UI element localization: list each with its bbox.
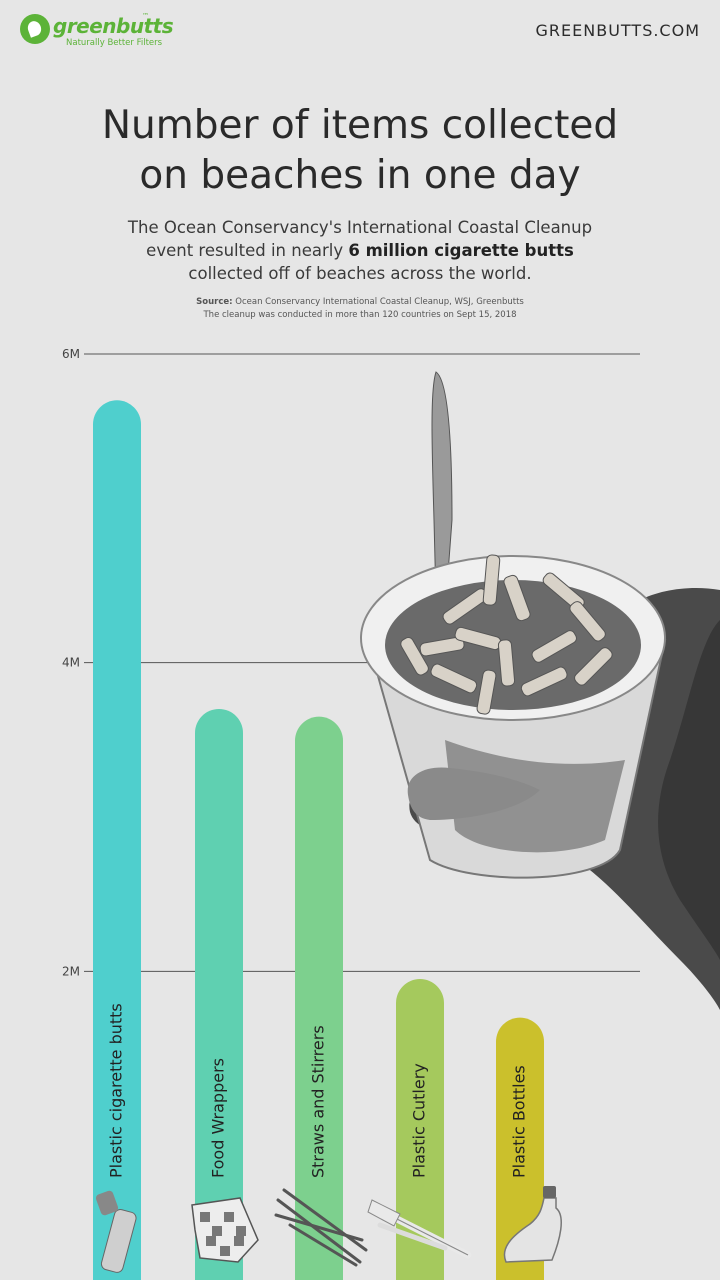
category-label: Plastic Bottles — [510, 1065, 529, 1178]
bar — [195, 708, 243, 1280]
site-link[interactable]: GREENBUTTS.COM — [535, 21, 700, 40]
hand-shading — [658, 620, 720, 960]
y-tick-label: 6M — [62, 347, 80, 361]
brand-tagline: Naturally Better Filters — [66, 38, 163, 48]
brand-logo[interactable]: greenbutts ™ Naturally Better Filters — [20, 12, 174, 50]
y-tick-label: 2M — [62, 964, 80, 978]
bar — [396, 979, 444, 1280]
chart-title: Number of items collected on beaches in … — [0, 101, 720, 201]
cup-print — [445, 740, 625, 853]
grid-layer: 2M 4M 6M — [62, 347, 640, 978]
food-wrapper-icon — [191, 1197, 259, 1263]
straw-icon — [274, 1188, 368, 1267]
source-date-note: The cleanup was conducted in more than 1… — [203, 310, 517, 320]
cigarette-butt-icon — [95, 1190, 137, 1273]
y-tick-label: 4M — [62, 656, 80, 670]
subtitle-text-1: The Ocean Conservancy's International Co… — [127, 218, 593, 260]
thumb-illustration — [407, 767, 540, 820]
source-label: Source: — [196, 297, 233, 307]
subtitle-text-2: collected off of beaches across the worl… — [188, 264, 532, 283]
title-line-1: Number of items collected — [101, 103, 619, 148]
labels-layer: Plastic cigarette butts Food Wrappers Stra… — [107, 1003, 529, 1178]
category-label: Straws and Stirrers — [309, 1025, 328, 1178]
category-label: Food Wrappers — [209, 1058, 228, 1178]
bar — [295, 716, 343, 1280]
category-label: Plastic cigarette butts — [107, 1003, 126, 1178]
hand-cup-photo — [360, 371, 720, 1010]
plastic-fork-icon — [367, 1199, 472, 1259]
icons-layer — [95, 1186, 562, 1273]
title-line-2: on beaches in one day — [139, 153, 581, 198]
brand-name: greenbutts — [53, 14, 174, 38]
plastic-bottle-icon — [503, 1186, 562, 1263]
trademark: ™ — [142, 12, 149, 20]
leaf-icon — [20, 14, 50, 44]
bars-layer — [93, 400, 544, 1280]
bar — [93, 400, 141, 1280]
source-note: Source: Ocean Conservancy International … — [0, 296, 720, 322]
bar — [496, 1017, 544, 1280]
chart-subtitle: The Ocean Conservancy's International Co… — [110, 216, 610, 285]
subtitle-highlight: 6 million cigarette butts — [348, 241, 574, 260]
category-label: Plastic Cutlery — [410, 1063, 429, 1178]
source-text: Ocean Conservancy International Coastal … — [232, 297, 524, 307]
cigarette-butts-pile — [400, 554, 613, 715]
